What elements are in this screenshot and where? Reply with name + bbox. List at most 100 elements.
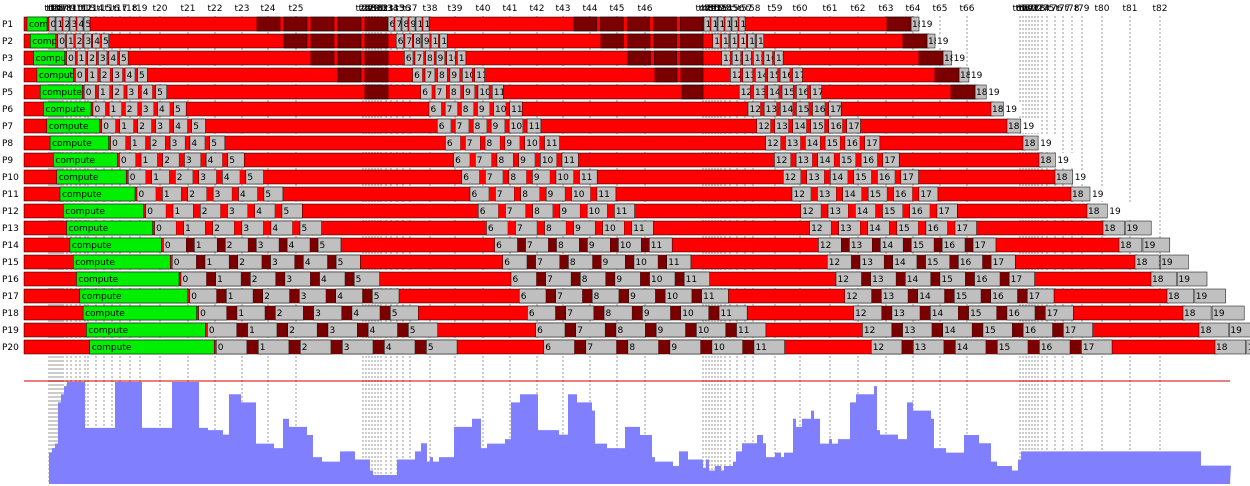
step-label: 8 — [546, 224, 552, 234]
step-block — [1045, 305, 1074, 321]
step-label: 15 — [727, 20, 738, 30]
step-label: 10 — [557, 173, 569, 183]
step-label: 8 — [404, 20, 410, 30]
blocked-block — [310, 16, 335, 32]
blocked-block — [341, 306, 352, 320]
blocked-block — [283, 33, 308, 49]
step-label: 13 — [787, 139, 798, 149]
blocked-block — [571, 272, 581, 286]
blocked-block — [169, 170, 176, 184]
step-label: 12 — [776, 156, 787, 166]
step-label: 8 — [463, 105, 469, 115]
blocked-block — [326, 289, 336, 303]
step-block — [631, 220, 654, 236]
blocked-block — [931, 323, 943, 337]
blocked-block — [455, 51, 458, 65]
step-label: 10 — [464, 71, 476, 81]
blocked-block — [965, 238, 974, 252]
step-label: 15 — [913, 241, 924, 251]
step-label: 7 — [577, 326, 583, 336]
step-label: 16 — [927, 224, 939, 234]
blocked-block — [800, 136, 806, 150]
tick-label: t41 — [503, 4, 518, 14]
blocked-block — [276, 323, 288, 337]
blocked-block — [330, 340, 343, 354]
step-label: 12 — [785, 173, 796, 183]
compute-block — [33, 50, 65, 66]
step-label: 5 — [175, 105, 181, 115]
step-block — [119, 50, 129, 66]
tick-label: t22 — [208, 4, 223, 14]
blocked-block — [275, 204, 282, 218]
step-label: 5 — [265, 190, 271, 200]
blocked-block — [790, 68, 793, 82]
step-label: 15 — [999, 343, 1010, 353]
step-label: 4 — [289, 241, 295, 251]
step-label: 8 — [475, 122, 481, 132]
step-label: 12 — [723, 54, 734, 64]
blocked-block — [429, 34, 432, 48]
blocked-block — [626, 16, 651, 32]
step-label: 18 — [1136, 258, 1148, 268]
blocked-block — [616, 340, 628, 354]
blocked-block — [807, 85, 811, 99]
process-row-p8: P8 compute 0 1 2 3 4 5 6 7 8 9 10 11 12 13 14 15 16 17 18 19 — [2, 135, 1059, 151]
tick-label: t38 — [423, 4, 438, 14]
compute-block — [53, 152, 118, 168]
step-label: 17 — [957, 224, 968, 234]
blocked-block — [75, 51, 78, 65]
compute-label: compute — [52, 139, 92, 149]
step-label: 12 — [873, 343, 884, 353]
step-block — [532, 203, 554, 219]
blocked-block — [137, 102, 142, 116]
blocked-block — [580, 204, 588, 218]
tick-label: t57 — [738, 4, 753, 14]
step-label: 18 — [1040, 156, 1052, 166]
blocked-block — [700, 340, 712, 354]
step-label: 11 — [459, 54, 470, 64]
step-label: 13 — [808, 173, 819, 183]
process-label: P19 — [2, 326, 19, 336]
process-row-p12: P12 compute 0 1 2 3 4 5 6 7 8 9 10 11 12 13 14 15 16 17 18 19 — [2, 203, 1133, 219]
compute-block — [30, 33, 57, 49]
step-label: 5 — [121, 54, 127, 64]
step-label: 1 — [185, 224, 191, 234]
step-block — [225, 237, 249, 253]
step-label: 10 — [589, 207, 601, 217]
step-label: 19 — [1248, 343, 1250, 353]
blocked-block — [655, 289, 666, 303]
blocked-block — [408, 17, 409, 31]
step-label: 5 — [320, 241, 326, 251]
step-label: 5 — [247, 173, 253, 183]
blocked-block — [821, 204, 829, 218]
step-label: 7 — [447, 105, 453, 115]
blocked-block — [200, 153, 207, 167]
blocked-block — [234, 221, 242, 235]
step-label: 7 — [507, 207, 513, 217]
step-label: 12 — [732, 71, 743, 81]
step-label: 7 — [537, 258, 543, 268]
blocked-block — [364, 67, 389, 83]
step-label: 0 — [121, 156, 127, 166]
tick-label: t37 — [403, 4, 418, 14]
compute-block — [79, 288, 189, 304]
step-block — [614, 203, 635, 219]
step-label: 7 — [517, 224, 523, 234]
blocked-block — [658, 340, 670, 354]
step-label: 15 — [941, 275, 952, 285]
tick-label: t66 — [960, 4, 975, 14]
step-label: 19 — [971, 71, 983, 81]
step-block — [83, 84, 96, 100]
blocked-block — [55, 17, 56, 31]
tick-label: t12 — [78, 4, 93, 14]
step-label: 3 — [100, 54, 106, 64]
step-label: 4 — [305, 258, 311, 268]
step-label: 1 — [68, 37, 74, 47]
blocked-block — [780, 136, 786, 150]
blocked-block — [930, 204, 937, 218]
step-label: 19 — [1230, 326, 1242, 336]
blocked-block — [176, 221, 184, 235]
blocked-block — [133, 119, 138, 133]
blocked-block — [257, 187, 264, 201]
